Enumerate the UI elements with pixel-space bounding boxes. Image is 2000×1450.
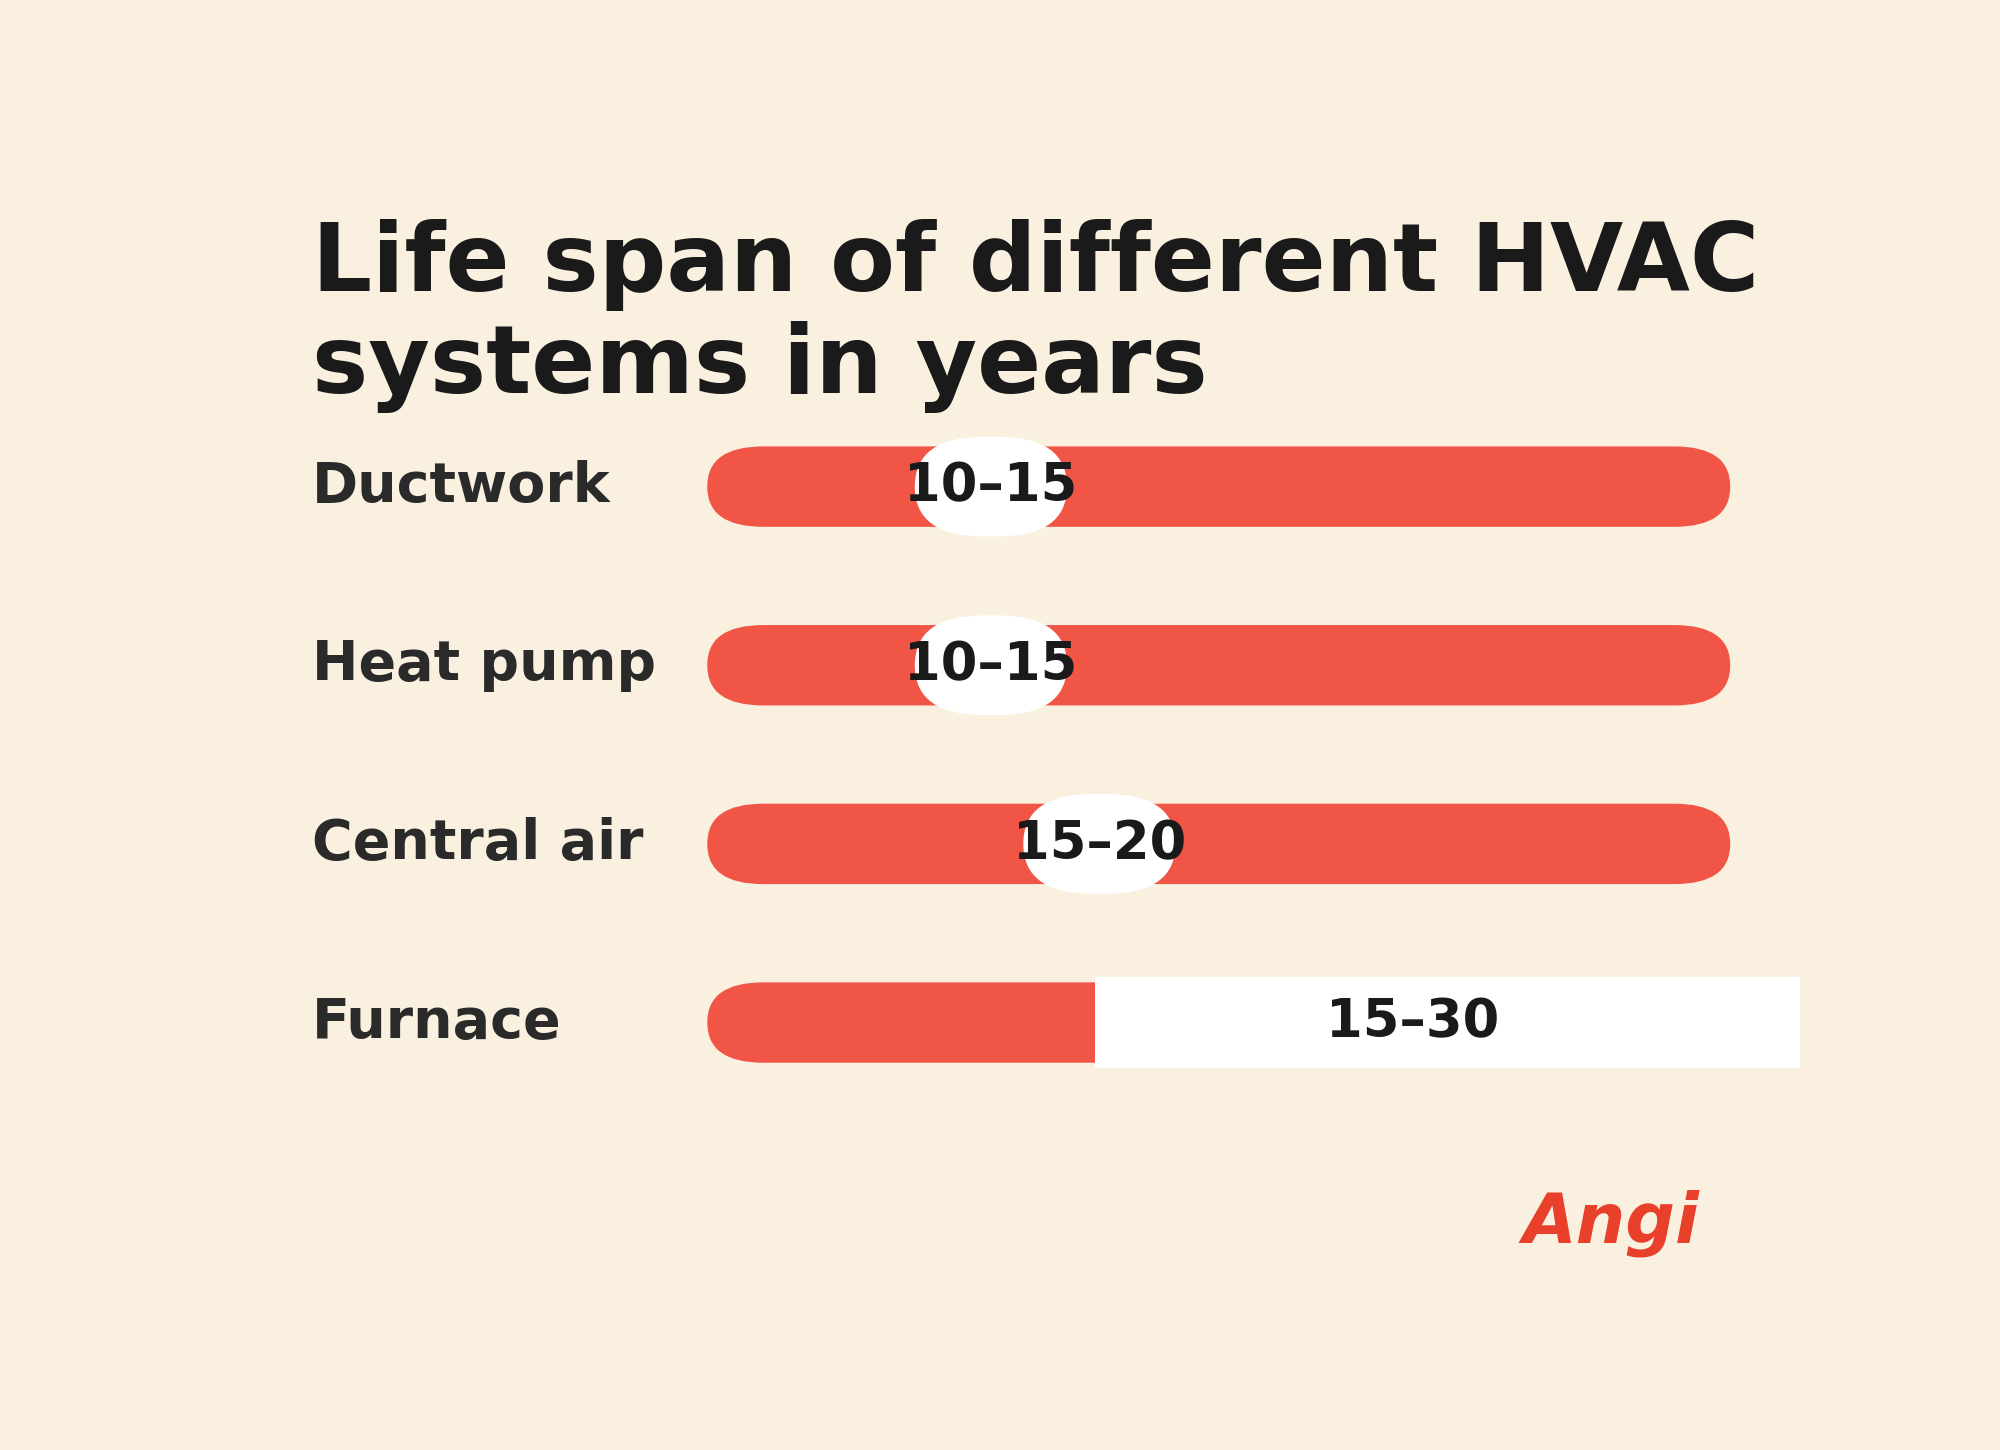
FancyBboxPatch shape — [708, 803, 1730, 884]
Text: 15–30: 15–30 — [1326, 996, 1500, 1048]
Text: 15–20: 15–20 — [1012, 818, 1186, 870]
FancyBboxPatch shape — [914, 615, 1068, 715]
FancyBboxPatch shape — [708, 447, 1730, 526]
Text: Heat pump: Heat pump — [312, 638, 656, 692]
Bar — [1094, 977, 1808, 1069]
Text: Life span of different HVAC
systems in years: Life span of different HVAC systems in y… — [312, 219, 1760, 413]
Text: Ductwork: Ductwork — [312, 460, 610, 513]
Text: Furnace: Furnace — [312, 996, 562, 1050]
FancyBboxPatch shape — [914, 436, 1068, 536]
FancyBboxPatch shape — [708, 625, 1730, 706]
Text: 10–15: 10–15 — [904, 461, 1078, 513]
Text: Central air: Central air — [312, 816, 644, 871]
FancyBboxPatch shape — [708, 982, 1166, 1063]
FancyBboxPatch shape — [708, 982, 1730, 1063]
Text: Angi: Angi — [1522, 1190, 1700, 1257]
FancyBboxPatch shape — [1024, 795, 1176, 893]
Text: 10–15: 10–15 — [904, 639, 1078, 692]
